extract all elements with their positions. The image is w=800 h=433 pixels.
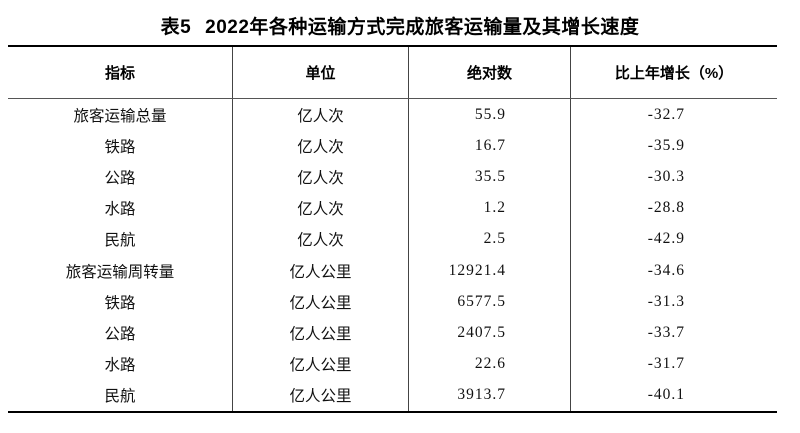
- cell-value: 1.2: [408, 192, 570, 224]
- cell-unit: 亿人次: [232, 161, 408, 193]
- table-body: 旅客运输总量 亿人次 55.9 -32.7 铁路 亿人次 16.7 -35.9 …: [8, 99, 777, 412]
- cell-growth: -31.3: [570, 286, 777, 318]
- cell-unit: 亿人次: [232, 223, 408, 256]
- cell-value: 12921.4: [408, 255, 570, 287]
- cell-value: 3913.7: [408, 379, 570, 412]
- cell-growth: -28.8: [570, 192, 777, 224]
- table-row: 铁路 亿人公里 6577.5 -31.3: [8, 286, 777, 318]
- cell-growth: -35.9: [570, 130, 777, 162]
- cell-indicator: 旅客运输周转量: [65, 263, 175, 281]
- cell-growth: -34.6: [570, 255, 777, 287]
- cell-value: 16.7: [408, 130, 570, 162]
- cell-unit: 亿人公里: [232, 317, 408, 349]
- cell-indicator: 水路: [104, 357, 136, 375]
- cell-growth: -31.7: [570, 348, 777, 380]
- cell-growth: -42.9: [570, 223, 777, 256]
- header-indicator: 指标: [104, 65, 135, 82]
- cell-value: 2.5: [408, 223, 570, 256]
- cell-indicator: 铁路: [104, 138, 136, 156]
- cell-unit: 亿人公里: [232, 286, 408, 318]
- cell-value: 35.5: [408, 161, 570, 193]
- table-row: 民航 亿人次 2.5 -42.9: [8, 223, 777, 256]
- table-row: 旅客运输总量 亿人次 55.9 -32.7: [8, 99, 777, 131]
- header-unit: 单位: [232, 47, 408, 98]
- cell-indicator: 民航: [104, 232, 136, 250]
- cell-unit: 亿人公里: [232, 379, 408, 412]
- table-number: 表5: [160, 17, 192, 38]
- table-title-text: 2022年各种运输方式完成旅客运输量及其增长速度: [205, 17, 640, 38]
- table-row: 水路 亿人公里 22.6 -31.7: [8, 348, 777, 380]
- table-row: 公路 亿人公里 2407.5 -33.7: [8, 317, 777, 349]
- cell-growth: -32.7: [570, 99, 777, 131]
- cell-value: 2407.5: [408, 317, 570, 349]
- header-growth: 比上年增长（%）: [570, 47, 777, 98]
- cell-unit: 亿人次: [232, 99, 408, 131]
- cell-indicator: 水路: [104, 201, 136, 219]
- cell-indicator: 民航: [104, 388, 136, 406]
- cell-growth: -33.7: [570, 317, 777, 349]
- cell-growth: -40.1: [570, 379, 777, 412]
- cell-indicator: 旅客运输总量: [73, 107, 167, 125]
- cell-unit: 亿人次: [232, 130, 408, 162]
- cell-value: 22.6: [408, 348, 570, 380]
- cell-value: 55.9: [408, 99, 570, 131]
- cell-growth: -30.3: [570, 161, 777, 193]
- cell-unit: 亿人公里: [232, 255, 408, 287]
- cell-unit: 亿人公里: [232, 348, 408, 380]
- cell-value: 6577.5: [408, 286, 570, 318]
- cell-indicator: 公路: [104, 170, 136, 187]
- table-row: 公路 亿人次 35.5 -30.3: [8, 161, 777, 193]
- table-row: 水路 亿人次 1.2 -28.8: [8, 192, 777, 224]
- cell-unit: 亿人次: [232, 192, 408, 224]
- table-header-row: 指标 单位 绝对数 比上年增长（%）: [8, 47, 777, 99]
- table-row: 旅客运输周转量 亿人公里 12921.4 -34.6: [8, 255, 777, 287]
- table-row: 民航 亿人公里 3913.7 -40.1: [8, 379, 777, 412]
- cell-indicator: 公路: [104, 326, 136, 344]
- table-title: 表5 2022年各种运输方式完成旅客运输量及其增长速度: [0, 12, 800, 39]
- table-row: 铁路 亿人次 16.7 -35.9: [8, 130, 777, 162]
- header-absolute-value: 绝对数: [408, 47, 570, 98]
- cell-indicator: 铁路: [104, 294, 136, 312]
- statistics-table: 指标 单位 绝对数 比上年增长（%） 旅客运输总量 亿人次 55.9 -32.7…: [8, 45, 777, 413]
